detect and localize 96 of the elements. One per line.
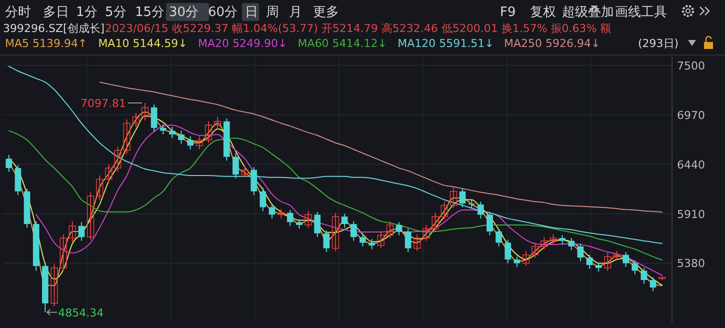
candlestick <box>214 116 222 130</box>
candlestick <box>504 239 512 264</box>
text: MA5 5139.94↑ <box>5 37 88 50</box>
text: 15分 <box>135 5 165 20</box>
text: 60分 <box>208 5 238 20</box>
text: MA10 5144.59↓ <box>98 37 188 50</box>
candlestick <box>350 220 357 242</box>
text: 月 <box>289 5 302 20</box>
candlestick <box>396 222 402 236</box>
candlestick <box>196 136 203 150</box>
candlestick <box>6 154 12 172</box>
text: 超级叠加 <box>562 5 614 20</box>
candlestick <box>86 192 94 240</box>
text: 复权 <box>530 5 556 20</box>
candlestick <box>640 267 648 284</box>
line-series <box>8 66 663 244</box>
candlestick <box>268 202 276 219</box>
text: MA20 5249.90↓ <box>198 37 288 50</box>
candlestick <box>577 243 584 262</box>
candlestick <box>60 234 67 272</box>
candlestick <box>568 238 575 251</box>
candlestick <box>368 238 375 250</box>
text: 1分 <box>76 5 98 20</box>
text: 画线 <box>615 5 641 20</box>
candlestick <box>169 126 176 139</box>
candlestick <box>559 234 566 246</box>
chart-title: 399296.SZ[创成长] <box>3 22 105 35</box>
candlestick <box>304 210 312 228</box>
candlestick <box>360 232 366 247</box>
text: 分时 <box>5 5 31 20</box>
candlestick <box>414 234 421 252</box>
candlestick <box>532 242 539 258</box>
annotation: 4854.34 <box>58 306 104 320</box>
y-tick-label: 6440 <box>677 158 705 172</box>
candlestick <box>386 220 394 239</box>
line-series <box>8 130 663 261</box>
candlestick <box>68 220 76 242</box>
candlestick <box>459 188 466 208</box>
candlestick <box>141 102 149 121</box>
candlestick <box>632 260 638 275</box>
candlestick <box>232 152 239 179</box>
candlestick <box>622 252 629 268</box>
candlestick <box>78 222 85 242</box>
candlestick <box>96 175 104 200</box>
text: 多日 <box>43 5 69 20</box>
candlestick <box>586 254 593 270</box>
y-tick-label: 7500 <box>677 59 705 72</box>
text: MA60 5414.12↓ <box>298 37 388 50</box>
candlestick <box>477 201 484 219</box>
text: MA250 5926.94↓ <box>504 37 600 50</box>
text: 日 <box>245 5 258 20</box>
text: MA120 5591.51↓ <box>398 37 494 50</box>
candlestick <box>296 218 302 230</box>
candlestick <box>314 211 321 238</box>
candlestick <box>595 262 602 272</box>
text: 周 <box>266 5 279 20</box>
candlestick <box>604 252 612 272</box>
line-series <box>36 124 663 276</box>
candlestick <box>187 136 194 150</box>
candlestick <box>332 212 340 252</box>
candlestick <box>178 130 184 144</box>
text: (293日) <box>638 37 679 50</box>
candlestick <box>277 208 285 219</box>
candlestick <box>123 119 130 155</box>
y-tick-label: 6970 <box>677 108 705 122</box>
text: F9 <box>500 5 516 20</box>
text: 5分 <box>105 5 126 20</box>
y-tick-label: 5910 <box>677 208 705 221</box>
candlestick <box>450 186 458 209</box>
candlestick <box>522 250 530 267</box>
candlestick <box>150 104 158 132</box>
candlestick <box>440 201 448 220</box>
candlestick <box>323 230 330 253</box>
candlestick <box>204 120 212 144</box>
text: 30分 <box>169 5 199 20</box>
chart-subtitle: 2023/06/15 收5229.37 幅1.04%(53.77) 开5214.79 高5232.46 低5200.01 换1.57% 振0.63% 额 <box>105 22 612 35</box>
candlestick <box>250 166 258 196</box>
candlestick <box>540 236 548 250</box>
candlestick <box>650 276 656 292</box>
candlestick <box>160 124 166 135</box>
candlestick <box>496 228 502 247</box>
candlestick <box>14 164 22 196</box>
candlestick <box>341 213 348 228</box>
candlestick <box>486 211 493 236</box>
candlestick <box>404 228 412 253</box>
candlestick <box>260 187 266 212</box>
text: 更多 <box>313 5 339 20</box>
candlestick <box>241 166 248 178</box>
candlestick <box>377 230 384 249</box>
text: 工具 <box>641 5 667 20</box>
candlestick <box>286 210 294 226</box>
y-tick-label: 5380 <box>677 257 705 270</box>
candlestick <box>550 234 557 244</box>
candlestick <box>50 264 58 307</box>
candlestick <box>132 112 140 128</box>
annotation: 7097.81 <box>80 96 126 110</box>
